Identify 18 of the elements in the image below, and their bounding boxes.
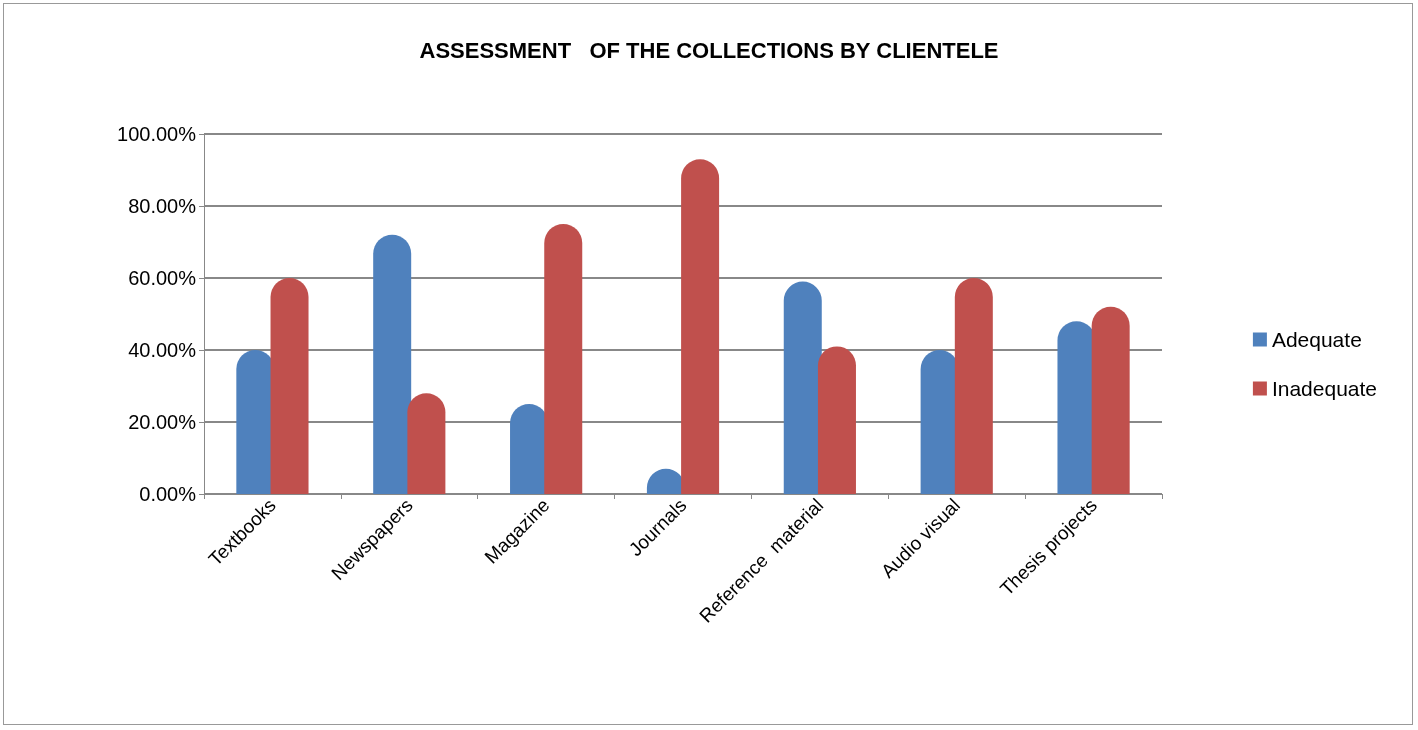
y-tick-label: 100.00% [117, 123, 197, 145]
bar [373, 234, 412, 494]
bar [954, 278, 993, 494]
y-tick-label: 60.00% [128, 267, 197, 289]
y-tick-label: 80.00% [128, 195, 197, 217]
bar [817, 346, 856, 494]
bar [783, 281, 822, 494]
y-tick-label: 0.00% [139, 483, 197, 505]
bar [681, 159, 720, 494]
chart-title: ASSESSMENT OF THE COLLECTIONS BY CLIENTELE [419, 37, 999, 63]
y-tick-label: 20.00% [128, 411, 197, 433]
bar [270, 278, 309, 494]
legend-label: Adequate [1271, 328, 1362, 351]
bar [1091, 306, 1130, 494]
bar [544, 224, 583, 494]
y-tick-label: 40.00% [128, 339, 197, 361]
legend-label: Inadequate [1271, 377, 1378, 400]
bar [407, 393, 446, 494]
